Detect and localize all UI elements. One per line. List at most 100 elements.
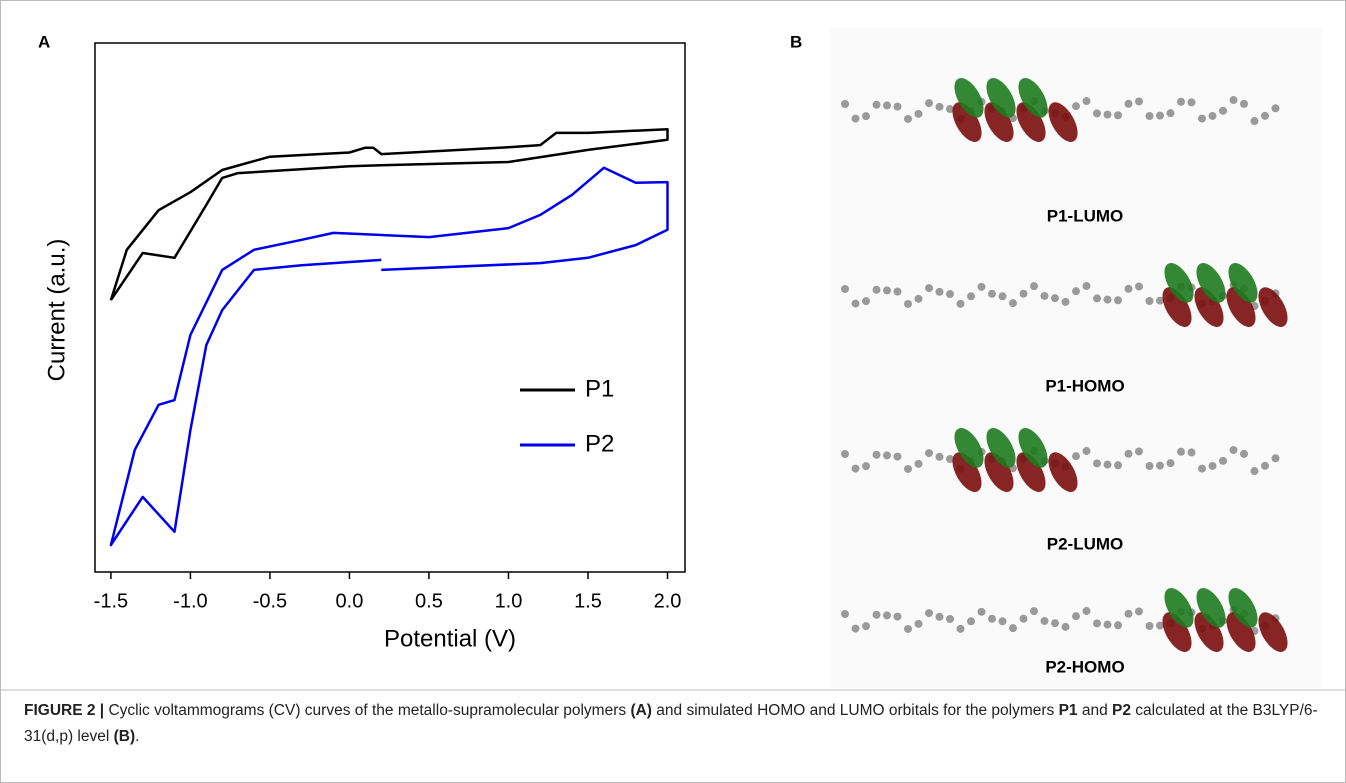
atom — [1114, 296, 1122, 305]
atom — [967, 617, 975, 626]
atom — [1019, 289, 1028, 298]
orbital-lobe — [1164, 588, 1194, 628]
orbital-lobe — [1228, 588, 1258, 628]
atom — [977, 282, 986, 291]
atom — [914, 294, 923, 303]
atom — [1051, 619, 1059, 628]
orbital-lobe — [1194, 612, 1224, 652]
series-line — [109, 127, 669, 301]
atom — [1219, 456, 1227, 465]
legend-label: P2 — [585, 430, 614, 457]
atom — [1156, 461, 1164, 470]
atom — [914, 109, 923, 118]
orbital-lobe — [1162, 287, 1192, 327]
atom — [1240, 449, 1248, 458]
caption-run: (B) — [113, 728, 136, 745]
atom — [1072, 612, 1080, 621]
caption-run: P2 — [1112, 702, 1131, 719]
atom — [1061, 297, 1070, 306]
atom — [1135, 97, 1143, 106]
atom — [1271, 454, 1280, 463]
atom — [1208, 461, 1217, 470]
atom — [935, 612, 944, 621]
atom — [1093, 619, 1101, 628]
atom — [883, 286, 891, 295]
atom — [883, 451, 891, 460]
atom — [1198, 464, 1206, 473]
atom — [946, 290, 954, 299]
caption-run: and — [1077, 702, 1113, 719]
atom — [988, 289, 996, 298]
atom — [1009, 624, 1017, 633]
orbital-lobe — [986, 428, 1016, 468]
atom — [1250, 117, 1259, 126]
atom — [977, 607, 986, 616]
atom — [946, 105, 954, 114]
legend-label: P1 — [585, 375, 614, 402]
atom — [1114, 621, 1122, 630]
atom — [1072, 452, 1080, 461]
orbital-lobe — [952, 452, 982, 492]
x-tick-label: -1.5 — [94, 590, 128, 612]
atom — [862, 462, 870, 471]
orbital-lobe — [1162, 612, 1192, 652]
atom — [925, 449, 933, 458]
atom — [1156, 111, 1164, 120]
x-tick-label: 1.0 — [495, 590, 523, 612]
atom — [1145, 462, 1154, 471]
x-tick-label: 2.0 — [654, 590, 682, 612]
atom — [1187, 448, 1196, 457]
atom — [946, 455, 954, 464]
orbital-lobe — [1048, 452, 1078, 492]
atom — [946, 615, 954, 624]
atom — [841, 100, 849, 108]
atom — [1177, 447, 1185, 456]
panel-label: B — [790, 32, 802, 51]
atom — [1135, 607, 1143, 616]
y-axis-label: Current (a.u.) — [43, 239, 70, 382]
atom — [1093, 294, 1101, 303]
orbital-label: P1-HOMO — [1045, 376, 1124, 395]
orbital-lobe — [1196, 588, 1226, 628]
atom — [851, 464, 860, 473]
atom — [872, 100, 881, 109]
orbital-lobe — [986, 78, 1016, 118]
x-tick-label: 1.5 — [574, 590, 602, 612]
atom — [1030, 607, 1038, 616]
atom — [1103, 110, 1112, 119]
orbital-label: P2-LUMO — [1047, 534, 1124, 553]
atom — [1082, 97, 1091, 106]
atom — [883, 101, 891, 110]
atom — [1124, 284, 1133, 293]
atom — [1051, 294, 1059, 303]
atom — [841, 450, 849, 458]
atom — [914, 619, 923, 628]
orbital-lobe — [1258, 612, 1288, 652]
atom — [1145, 112, 1154, 121]
orbital-lobe — [1018, 78, 1048, 118]
atom — [904, 299, 912, 308]
atom — [956, 299, 965, 308]
atom — [1156, 296, 1164, 305]
atom — [851, 299, 860, 308]
atom — [1061, 622, 1070, 631]
orbital-lobe — [984, 102, 1014, 142]
atom — [914, 459, 923, 468]
atom — [1229, 96, 1238, 105]
atom — [1166, 459, 1175, 468]
caption-run: calculated at the B3LYP/6-31(d,p) level — [24, 702, 1318, 745]
atom — [1030, 282, 1038, 291]
atom — [1261, 111, 1269, 120]
atom — [1093, 109, 1101, 118]
caption: FIGURE 2 | Cyclic voltammograms (CV) cur… — [24, 698, 1324, 750]
orbital-label: P1-LUMO — [1047, 206, 1124, 225]
orbital-lobe — [1164, 263, 1194, 303]
atom — [935, 452, 944, 461]
x-tick-label: 0.0 — [336, 590, 364, 612]
orbital-lobe — [1196, 263, 1226, 303]
atom — [998, 617, 1007, 626]
atom — [1135, 282, 1143, 291]
atom — [1145, 297, 1154, 306]
